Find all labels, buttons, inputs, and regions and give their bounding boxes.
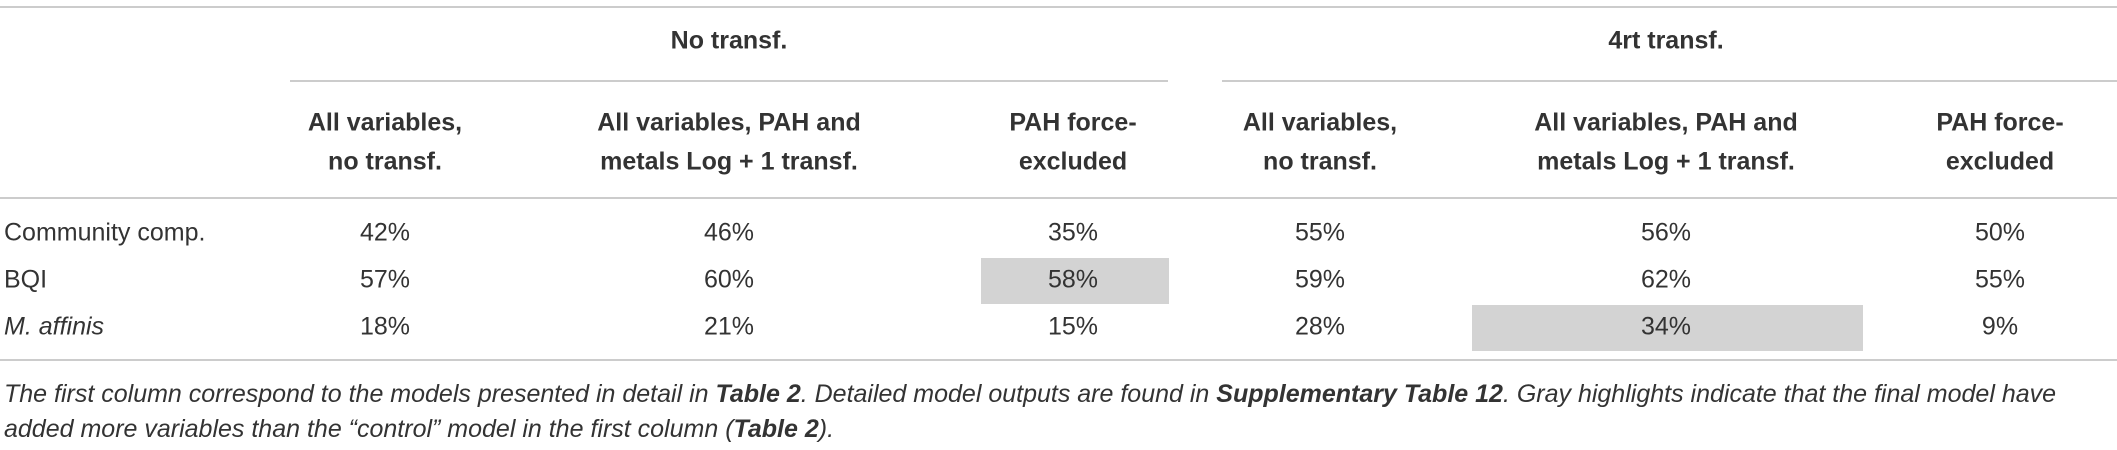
group-header: 4rt transf. (1608, 27, 1723, 55)
cell: 58% (1048, 266, 1098, 294)
cell: 21% (704, 313, 754, 341)
cell: 15% (1048, 313, 1098, 341)
cell: 28% (1295, 313, 1345, 341)
cell: 55% (1975, 266, 2025, 294)
column-header: All variables, PAH and (597, 109, 861, 137)
cell: 57% (360, 266, 410, 294)
caption: The first column correspond to the model… (4, 377, 2109, 447)
column-header: excluded (1946, 148, 2054, 176)
caption-text: . Detailed model outputs are found in (800, 380, 1217, 408)
caption-ref: Table 2 (733, 415, 819, 443)
caption-text: The first column correspond to the model… (4, 380, 716, 408)
cell: 18% (360, 313, 410, 341)
highlight (981, 258, 1169, 304)
column-header: no transf. (328, 148, 442, 176)
column-header: All variables, (1243, 109, 1397, 137)
row-label: Community comp. (4, 219, 205, 247)
caption-text: . Gray highlights indicate that the fina… (4, 380, 2057, 443)
caption-text: ). (818, 415, 835, 443)
column-header: PAH force- (1009, 109, 1136, 137)
cell: 46% (704, 219, 754, 247)
caption-ref: Table 2 (715, 380, 801, 408)
column-header: excluded (1019, 148, 1127, 176)
cell: 55% (1295, 219, 1345, 247)
cell: 59% (1295, 266, 1345, 294)
cell: 50% (1975, 219, 2025, 247)
caption-ref: Supplementary Table 12 (1216, 380, 1503, 408)
cell: 62% (1641, 266, 1691, 294)
cell: 35% (1048, 219, 1098, 247)
row-label: BQI (4, 266, 47, 294)
column-header: PAH force- (1936, 109, 2063, 137)
highlight (1472, 305, 1863, 351)
cell: 9% (1982, 313, 2018, 341)
column-header: metals Log + 1 transf. (1537, 148, 1795, 176)
cell: 56% (1641, 219, 1691, 247)
column-header: no transf. (1263, 148, 1377, 176)
group-header: No transf. (671, 27, 788, 55)
column-header: All variables, (308, 109, 462, 137)
column-header: metals Log + 1 transf. (600, 148, 858, 176)
cell: 42% (360, 219, 410, 247)
cell: 60% (704, 266, 754, 294)
column-header: All variables, PAH and (1534, 109, 1798, 137)
row-label: M. affinis (4, 313, 104, 341)
table: No transf. 4rt transf. All variables, no tr… (0, 6, 2117, 361)
cell: 34% (1641, 313, 1691, 341)
